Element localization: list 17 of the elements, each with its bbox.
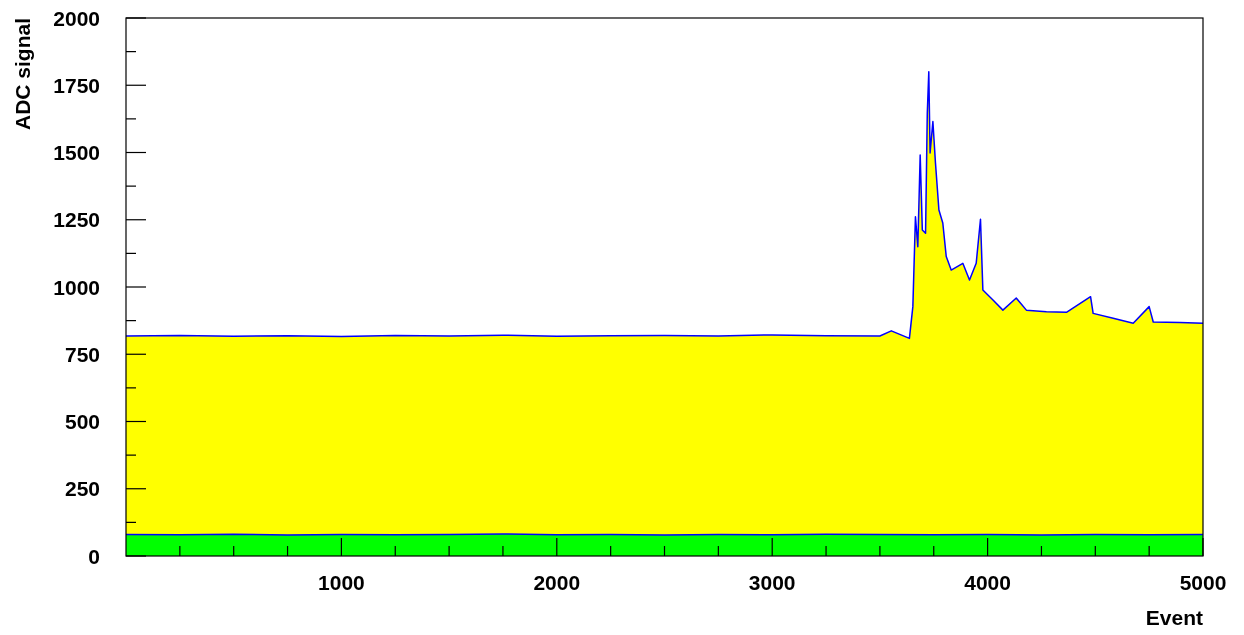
y-tick-label: 2000 [53,6,100,30]
y-tick-label: 1750 [53,73,100,97]
y-axis-title: ADC signal [11,18,34,131]
x-tick-label: 2000 [533,571,581,594]
y-tick-label: 0 [88,544,100,568]
y-tick-label: 1250 [53,208,100,232]
line-series [126,71,1203,340]
y-tick-label: 1500 [53,141,100,164]
y-tick-label: 250 [64,477,100,501]
y-tick-label: 1000 [53,275,100,299]
y-tick-label: 500 [64,410,100,433]
x-axis-title: Event [1145,606,1204,629]
x-tick-label: 4000 [964,571,1011,594]
x-tick-label: 3000 [748,571,796,594]
y-tick-label: 750 [64,342,100,366]
x-tick-label: 1000 [318,571,365,594]
x-tick-label: 5000 [1179,571,1227,594]
